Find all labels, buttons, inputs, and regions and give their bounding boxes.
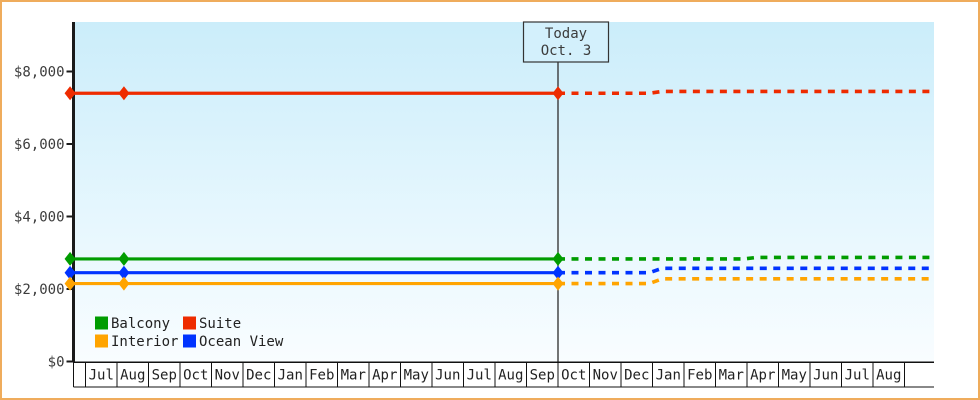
legend-item-interior: Interior [95,334,178,350]
month-label: Aug [876,368,901,384]
data-point-marker-ocean-view [64,265,76,280]
month-label: Jun [435,368,460,384]
data-point-marker-balcony [64,251,76,266]
month-label: Jun [813,368,838,384]
y-tick-label: $4,000 [14,210,65,226]
month-label: Jan [278,368,303,384]
legend-item-ocean-view: Ocean View [183,334,284,350]
month-label: Jan [656,368,681,384]
plot-area [73,22,934,362]
data-point-marker-suite [552,86,564,101]
month-label: Mar [719,368,744,384]
y-axis: $0 $2,000 $4,000 $6,000 $8,000 [14,22,75,371]
legend-swatch-ocean-view [183,334,196,348]
month-label: Jul [467,368,492,384]
legend-swatch-interior [95,334,108,348]
month-label: Aug [120,368,145,384]
month-axis: Jul Aug Sep Oct Nov Dec Jan Feb Mar Apr May Jun Jul A… [73,361,934,388]
y-tick-label: $6,000 [14,137,65,153]
today-box-rect [522,21,610,63]
month-label: Feb [687,368,712,384]
month-label: Nov [593,368,618,384]
data-point-marker-interior [552,276,564,291]
legend-label-ocean-view: Ocean View [199,334,284,350]
month-label: Apr [750,368,775,384]
legend: Balcony Suite Interior Ocean View [95,316,284,350]
y-tick-label: $8,000 [14,65,65,81]
month-label: May [404,368,429,384]
month-label: Aug [498,368,523,384]
month-label: Sep [152,368,177,384]
data-point-marker-balcony [552,251,564,266]
forecast-line-balcony [558,255,933,261]
data-point-marker-balcony [118,251,130,266]
legend-swatch-suite [183,316,196,330]
month-label: Jul [89,368,114,384]
month-label: Sep [530,368,555,384]
forecast-line-interior [558,277,933,286]
legend-item-suite: Suite [183,316,241,332]
legend-label-balcony: Balcony [111,316,170,332]
month-label: Oct [561,368,586,384]
month-label: Nov [215,368,240,384]
legend-label-interior: Interior [111,334,178,350]
data-point-marker-ocean-view [552,265,564,280]
month-label: Feb [309,368,334,384]
y-tick-label: $2,000 [14,282,65,298]
legend-swatch-balcony [95,316,108,330]
today-box-line1: Today [545,26,587,42]
data-point-marker-interior [118,276,130,291]
month-label: Dec [624,368,649,384]
y-tick-label: $0 [48,355,65,371]
month-label: Mar [341,368,366,384]
month-label: May [782,368,807,384]
legend-label-suite: Suite [199,316,241,332]
today-box-line2: Oct. 3 [541,43,592,59]
data-point-marker-suite [118,86,130,101]
data-point-marker-suite [64,86,76,101]
forecast-line-suite [558,89,933,96]
month-label: Apr [372,368,397,384]
month-label: Dec [246,368,271,384]
series-lines [64,86,933,291]
data-point-marker-interior [64,276,76,291]
legend-item-balcony: Balcony [95,316,170,332]
month-label: Oct [183,368,208,384]
month-label: Jul [845,368,870,384]
forecast-line-ocean-view [558,266,933,275]
data-point-marker-ocean-view [118,265,130,280]
